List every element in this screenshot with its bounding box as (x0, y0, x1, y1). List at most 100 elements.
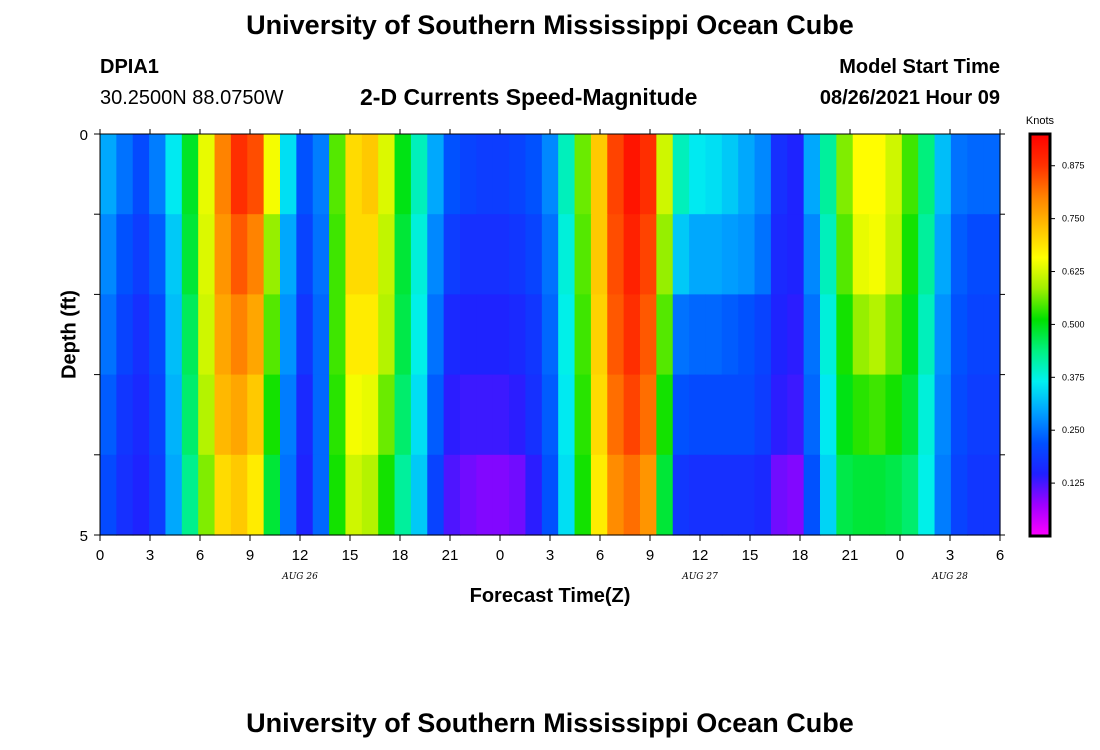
heatmap-cell (623, 294, 641, 376)
heatmap-cell (132, 294, 150, 376)
heatmap-cell (950, 134, 968, 215)
colorbar-tick-label: 0.875 (1062, 161, 1085, 171)
heatmap-cell (770, 214, 788, 295)
heatmap-cell (525, 454, 543, 536)
heatmap-cell (721, 454, 739, 536)
heatmap-cell (149, 374, 167, 456)
heatmap-cell (558, 294, 576, 376)
heatmap-cell (181, 374, 199, 456)
heatmap-cell (607, 134, 625, 215)
heatmap-cell (329, 294, 347, 376)
heatmap-cell (950, 294, 968, 376)
heatmap-cell (410, 134, 428, 215)
heatmap-cell (770, 134, 788, 215)
heatmap-cell (149, 214, 167, 295)
heatmap-cell (689, 374, 707, 456)
heatmap-cell (689, 454, 707, 536)
heatmap-cell (607, 214, 625, 295)
heatmap-cell (165, 454, 183, 536)
heatmap-cell (378, 454, 396, 536)
heatmap-cell (558, 214, 576, 295)
heatmap-cell (721, 214, 739, 295)
heatmap-cell (230, 214, 248, 295)
heatmap-cell (640, 214, 657, 295)
x-tick-label: 18 (792, 547, 809, 564)
heatmap-cell (149, 134, 167, 215)
heatmap-cell (885, 134, 903, 215)
heatmap-cell (869, 454, 887, 536)
heatmap-cell (460, 374, 477, 456)
heatmap-cell (394, 374, 412, 456)
heatmap-cell (492, 374, 510, 456)
heatmap-cell (689, 214, 707, 295)
heatmap-cell (656, 374, 674, 456)
heatmap-cell (672, 134, 690, 215)
heatmap-cell (410, 294, 428, 376)
heatmap-cell (738, 294, 756, 376)
x-tick-label: 9 (646, 547, 654, 564)
x-tick-label: 18 (392, 547, 409, 564)
heatmap-cell (705, 294, 723, 376)
heatmap-cell (165, 294, 183, 376)
heatmap-cell (950, 214, 968, 295)
heatmap-cell (754, 214, 772, 295)
heatmap-cell (983, 454, 1001, 536)
x-tick-label: 0 (496, 547, 504, 564)
y-tick-label: 0 (80, 127, 88, 144)
station-coords: 30.2500N 88.0750W (100, 87, 284, 109)
heatmap-cell (787, 454, 805, 536)
x-tick-label: 0 (896, 547, 904, 564)
heatmap-cell (852, 214, 870, 295)
heatmap-cell (590, 454, 608, 536)
heatmap-cell (558, 454, 576, 536)
heatmap-cell (983, 374, 1001, 456)
heatmap-cell (525, 294, 543, 376)
heatmap-cell (934, 454, 952, 536)
heatmap-cell (852, 134, 870, 215)
heatmap-cell (263, 214, 281, 295)
current-speed-heatmap: 0 3 6 9 12 15 18 21 0 3 6 9 12 15 18 21 0 3 6 AUG 26 AUG 27 A… (80, 115, 1085, 582)
heatmap-cell (394, 134, 412, 215)
heatmap-cell (754, 454, 772, 536)
heatmap-cell (574, 134, 592, 215)
heatmap-cell (950, 374, 968, 456)
x-tick-label: 6 (996, 547, 1004, 564)
heatmap-cell (738, 134, 756, 215)
heatmap-cell (492, 134, 510, 215)
heatmap-cell (214, 214, 232, 295)
heatmap-cell (590, 214, 608, 295)
heatmap-cell (541, 294, 559, 376)
heatmap-cell (983, 214, 1001, 295)
heatmap-cell (280, 214, 297, 295)
heatmap-cell (296, 134, 314, 215)
page-title: University of Southern Mississippi Ocean… (246, 10, 854, 40)
heatmap-cell (574, 374, 592, 456)
heatmap-cell (885, 454, 903, 536)
heatmap-cell (901, 214, 919, 295)
heatmap-cell (934, 214, 952, 295)
heatmap-cell (820, 454, 837, 536)
x-tick-label: 21 (442, 547, 459, 564)
heatmap-cell (361, 294, 379, 376)
heatmap-cell (280, 454, 297, 536)
heatmap-cell (312, 374, 330, 456)
heatmap-cell (230, 374, 248, 456)
heatmap-cell (640, 294, 657, 376)
heatmap-cell (132, 374, 150, 456)
heatmap-cell (492, 294, 510, 376)
heatmap-cell (116, 454, 134, 536)
heatmap-cell (329, 454, 347, 536)
heatmap-cell (738, 454, 756, 536)
heatmap-cell (132, 214, 150, 295)
heatmap-cell (803, 294, 821, 376)
heatmap-cell (247, 374, 265, 456)
heatmap-cell (852, 374, 870, 456)
heatmap-cell (803, 374, 821, 456)
heatmap-cell (918, 454, 936, 536)
heatmap-cell (100, 454, 117, 536)
heatmap-cell (918, 134, 936, 215)
heatmap-cell (967, 294, 985, 376)
heatmap-cell (574, 454, 592, 536)
heatmap-cell (378, 374, 396, 456)
heatmap-cell (361, 374, 379, 456)
